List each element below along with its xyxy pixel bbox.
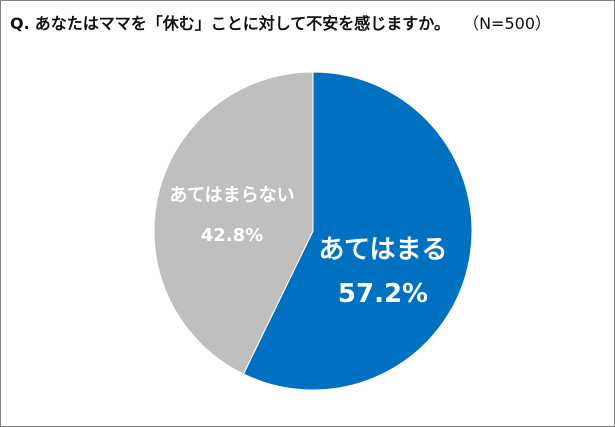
pie-slices xyxy=(153,71,473,391)
slice-label-disagree: あてはまらない xyxy=(169,185,294,206)
question-text: あなたはママを「休む」ことに対して不安を感じますか。 xyxy=(34,14,450,33)
pie-slice-agree xyxy=(242,71,473,391)
slice-value-agree: 57.2% xyxy=(338,279,428,309)
slice-label-agree: あてはまる xyxy=(319,235,448,265)
chart-title: Q. あなたはママを「休む」ことに対して不安を感じますか。 （N=500） xyxy=(10,10,551,36)
pie-labels: あてはまる 57.2% あてはまらない 42.8% xyxy=(169,185,447,309)
sample-size: （N=500） xyxy=(463,14,551,33)
pie-slice-disagree xyxy=(153,71,314,375)
question-prefix: Q. xyxy=(10,14,30,33)
slice-value-disagree: 42.8% xyxy=(201,225,263,246)
